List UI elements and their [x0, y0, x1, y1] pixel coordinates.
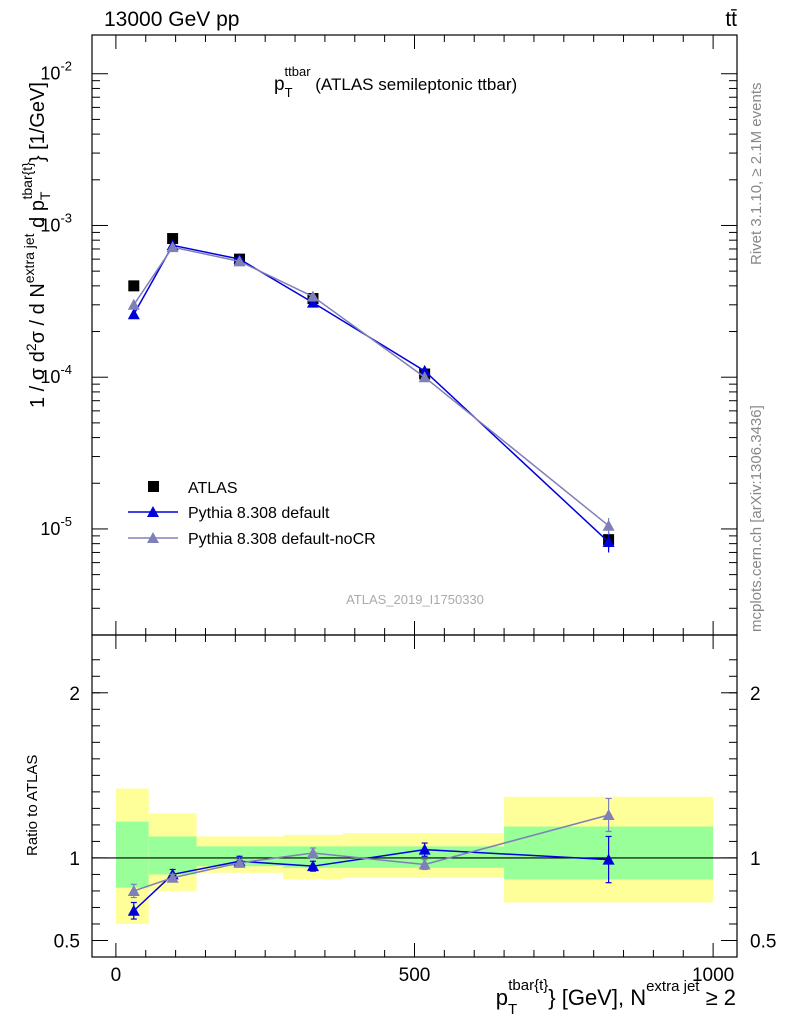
data-point-pythia-8-308-default-nocr	[233, 255, 246, 267]
main-panel: 10-5 10-4 10-3 10-2	[40, 34, 738, 636]
ratio-frame	[91, 634, 738, 958]
ratio-series-layer	[127, 797, 615, 920]
x-tick-label: 0	[111, 965, 122, 986]
chart-title: pTttbar (ATLAS semileptonic ttbar)	[274, 64, 517, 100]
legend-atlas-marker	[148, 481, 159, 492]
ratio-uncertainty-bands	[92, 788, 737, 924]
ratio-point-pythia-8-308-default-nocr	[418, 858, 431, 870]
data-point-pythia-8-308-default	[306, 296, 319, 308]
ratio-y-tick-label: 1	[69, 849, 80, 870]
x-axis-label: pTtbar{t}} [GeV], Nextra jet ≥ 2	[496, 977, 736, 1018]
data-point-pythia-8-308-default-nocr	[306, 290, 319, 302]
ratio-point-pythia-8-308-default	[127, 904, 140, 916]
main-y-tick-label: 10-2	[40, 59, 72, 84]
data-point-atlas	[167, 233, 179, 245]
legend-default-label: Pythia 8.308 default	[188, 505, 330, 522]
ratio-band-stat	[115, 821, 149, 888]
ratio-line-pythia-8-308-default-nocr	[133, 814, 609, 892]
ratio-y-tick-label-right: 2	[750, 684, 761, 705]
x-tick-label: 1000	[692, 965, 734, 986]
ratio-y-label: Ratio to ATLAS	[24, 755, 41, 856]
legend-nocr-marker	[147, 532, 159, 543]
series-line-pythia-8-308-default	[133, 244, 610, 543]
ratio-axes: 0.5 0.5 1 1 2 2 0 500 1000	[54, 635, 776, 986]
ratio-point-pythia-8-308-default-nocr	[306, 846, 319, 858]
data-point-pythia-8-308-default-nocr	[418, 371, 431, 383]
legend-default-marker	[147, 506, 159, 517]
ratio-y-tick-label-right: 1	[750, 849, 761, 870]
main-y-tick-label: 10-4	[40, 362, 72, 387]
main-y-tick-label: 10-3	[40, 210, 72, 235]
process-label: tt̄	[725, 8, 737, 31]
main-y-label: 1 / σ d2σ / d Nextra jet d pTtbar{t}} [1…	[19, 82, 53, 408]
ratio-point-pythia-8-308-default-nocr	[127, 884, 140, 896]
data-point-pythia-8-308-default-nocr	[127, 298, 140, 310]
data-point-pythia-8-308-default-nocr	[166, 241, 179, 253]
ratio-point-pythia-8-308-default-nocr	[233, 856, 246, 868]
ratio-band-stat	[148, 836, 197, 875]
main-y-tick-label: 10-5	[40, 514, 72, 539]
ratio-point-pythia-8-308-default-nocr	[166, 871, 179, 883]
main-series-layer	[127, 233, 615, 553]
series-line-pythia-8-308-default-nocr	[133, 246, 610, 527]
ratio-y-tick-label-right: 0.5	[750, 931, 776, 952]
ratio-point-pythia-8-308-default	[418, 843, 431, 855]
rivet-label: Rivet 3.1.10, ≥ 2.1M events	[748, 83, 765, 266]
legend-atlas-label: ATLAS	[188, 480, 238, 497]
ratio-y-tick-label: 2	[69, 684, 80, 705]
data-point-pythia-8-308-default	[127, 308, 140, 320]
data-point-pythia-8-308-default	[418, 364, 431, 376]
ratio-point-pythia-8-308-default-nocr	[602, 808, 615, 820]
data-point-pythia-8-308-default	[602, 536, 615, 548]
ratio-panel: 0.5 0.5 1 1 2 2 0 500 1000	[54, 634, 776, 986]
mcplots-label: mcplots.cern.ch [arXiv:1306.3436]	[748, 405, 765, 632]
ratio-point-pythia-8-308-default	[306, 860, 319, 872]
data-point-pythia-8-308-default-nocr	[602, 519, 615, 531]
data-point-atlas	[128, 280, 140, 292]
main-y-axis: 10-5 10-4 10-3 10-2	[40, 35, 737, 636]
legend-nocr-label: Pythia 8.308 default-noCR	[188, 531, 376, 548]
ratio-point-pythia-8-308-default	[602, 853, 615, 865]
energy-label: 13000 GeV pp	[104, 8, 239, 31]
ratio-y-tick-label: 0.5	[54, 931, 80, 952]
x-tick-label: 500	[399, 965, 431, 986]
analysis-watermark: ATLAS_2019_I1750330	[346, 592, 484, 607]
legend: ATLAS Pythia 8.308 default Pythia 8.308 …	[128, 480, 376, 548]
